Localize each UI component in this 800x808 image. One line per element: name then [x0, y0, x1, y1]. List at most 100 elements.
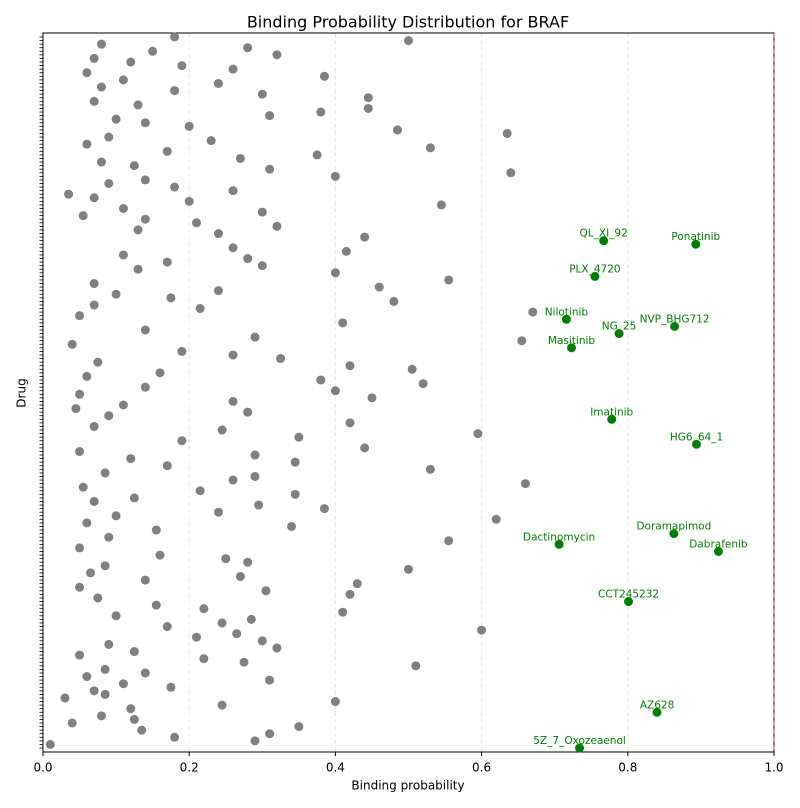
point [75, 446, 85, 456]
point [389, 296, 399, 306]
point [363, 103, 373, 113]
point [290, 489, 300, 499]
point [184, 196, 194, 206]
point [330, 386, 340, 396]
point [444, 275, 454, 285]
point [257, 207, 267, 217]
point [140, 175, 150, 185]
point [243, 557, 253, 567]
point [100, 664, 110, 674]
point-label: HG6_64_1 [670, 431, 723, 443]
point-label: NG_25 [602, 321, 637, 333]
point [118, 75, 128, 85]
point [491, 514, 501, 524]
point [363, 93, 373, 103]
point [330, 697, 340, 707]
point-label: Dactinomycin [523, 531, 595, 543]
point [404, 36, 413, 46]
point [89, 96, 99, 106]
x-tick-label: 0.6 [472, 761, 491, 775]
point [213, 286, 223, 296]
point [140, 325, 150, 335]
highlight-point [567, 343, 577, 353]
point [228, 396, 238, 406]
point [436, 200, 446, 210]
point [104, 178, 114, 188]
point [294, 432, 304, 442]
point-label: Dabrafenib [689, 538, 748, 550]
point [254, 500, 264, 510]
highlight-point [561, 314, 571, 324]
point [82, 68, 92, 78]
point [67, 339, 77, 349]
point [228, 186, 238, 196]
point [89, 496, 99, 506]
point [217, 618, 227, 628]
point [82, 672, 92, 682]
point [250, 736, 260, 746]
point [257, 636, 267, 646]
point [319, 71, 329, 81]
plot-frame [42, 32, 775, 753]
x-tick-label: 0.2 [180, 761, 199, 775]
point [177, 61, 187, 71]
point [89, 53, 99, 63]
point-label: CCT245232 [598, 589, 659, 601]
point [177, 436, 187, 446]
point [418, 379, 428, 389]
point [118, 250, 128, 260]
point [89, 193, 99, 203]
point [162, 461, 172, 471]
x-tick-label: 1.0 [764, 761, 783, 775]
point [151, 525, 161, 535]
x-axis-label: Binding probability [351, 779, 464, 793]
point [195, 486, 205, 496]
point [213, 78, 223, 88]
point [78, 482, 88, 492]
highlight-point [713, 546, 723, 556]
point [96, 157, 106, 167]
point [330, 268, 340, 278]
point [265, 164, 275, 174]
point [140, 118, 150, 128]
point [129, 714, 139, 724]
point [199, 654, 209, 664]
point [104, 532, 114, 542]
point [89, 686, 99, 696]
point [93, 593, 103, 603]
point [162, 622, 172, 632]
point [45, 739, 55, 749]
point [393, 125, 403, 135]
point [75, 311, 85, 321]
point [330, 171, 340, 181]
point [75, 543, 85, 553]
point [82, 371, 92, 381]
point [473, 429, 483, 439]
point [170, 86, 180, 96]
point [265, 675, 275, 685]
highlight-point [624, 597, 634, 607]
point [82, 518, 92, 528]
point [104, 411, 114, 421]
point [477, 625, 487, 635]
point [133, 100, 143, 110]
point [100, 689, 110, 699]
point [272, 221, 282, 231]
point [345, 589, 355, 599]
point [517, 336, 527, 346]
point [126, 704, 136, 714]
point [111, 511, 121, 521]
highlight-point [669, 529, 679, 539]
point [228, 350, 238, 360]
point [228, 475, 238, 485]
point [257, 261, 267, 271]
point [104, 132, 114, 142]
point [75, 650, 85, 660]
point [367, 393, 377, 403]
point [312, 150, 322, 160]
point [213, 229, 223, 239]
point [250, 471, 260, 481]
highlight-point [670, 321, 680, 331]
point [118, 203, 128, 213]
